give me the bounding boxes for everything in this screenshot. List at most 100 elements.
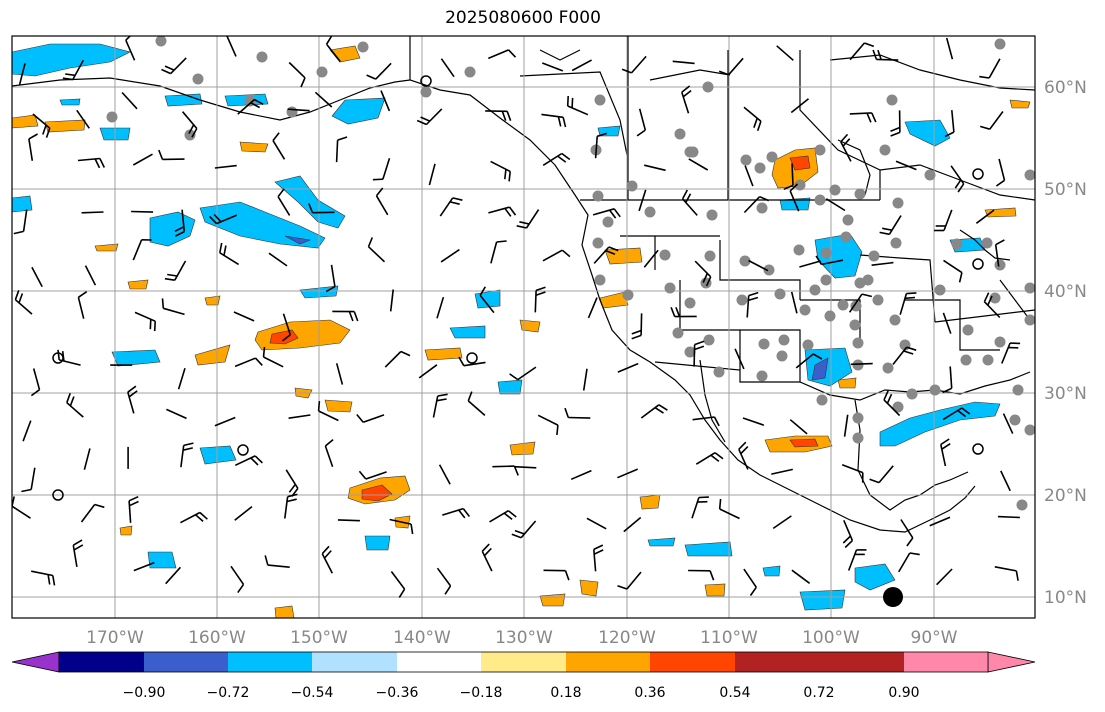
wind-barb-staff [131, 210, 154, 213]
wind-barb-staff [942, 312, 952, 334]
wind-barb-staff [989, 111, 1004, 130]
wind-barb-staff [83, 448, 91, 470]
wind-barb-flag [621, 68, 632, 74]
wind-barb-staff [489, 510, 509, 523]
wind-barb-flag [183, 442, 194, 447]
wind-barb-staff [226, 36, 237, 57]
wind-barb-flag [593, 544, 604, 551]
wind-barb-flag [462, 508, 471, 517]
wind-barb-flag [511, 533, 522, 539]
wind-barb-staff [791, 569, 811, 584]
wind-barb-flag [1015, 570, 1019, 581]
wind-barbs [12, 36, 1021, 599]
wind-barb-flag [410, 523, 414, 535]
wind-barb-staff [181, 111, 198, 130]
wind-barb-staff [640, 313, 643, 336]
wind-barb-staff [30, 467, 36, 490]
wind-barb-flag [353, 311, 359, 322]
wind-barb-flag [282, 334, 291, 342]
wind-barb-staff [76, 109, 90, 129]
wind-barb-staff [929, 516, 951, 527]
wind-barb-staff [748, 259, 769, 272]
station-dot [854, 188, 866, 200]
wind-barb-staff [692, 416, 715, 421]
colorbar-segment [650, 652, 735, 672]
station-dot [464, 66, 476, 78]
station-dot [687, 146, 699, 158]
wind-barb-flag [557, 116, 562, 127]
wind-barb-staff [134, 311, 156, 322]
station-dot [420, 86, 432, 98]
station-dot [886, 94, 898, 106]
station-dot [882, 362, 894, 374]
wind-barb-staff [219, 252, 240, 266]
wind-barb-flag [608, 209, 617, 219]
station-dot [316, 66, 328, 78]
station-dot [906, 388, 918, 400]
station-dot [592, 237, 604, 249]
wind-barb-staff [467, 400, 486, 417]
wind-barb-flag [127, 385, 137, 393]
wind-barb-staff [727, 57, 744, 76]
wind-barb-staff [428, 163, 436, 186]
wind-barb-staff [849, 112, 872, 115]
colorbar: −0.90 −0.72 −0.54 −0.36 −0.18 0.18 0.36 … [11, 651, 1036, 701]
wind-barb-staff [59, 359, 81, 366]
wind-barb-flag [483, 547, 492, 557]
station-dot [1012, 384, 1024, 396]
wind-barb-flag [504, 207, 512, 217]
wind-barb-staff [492, 465, 515, 468]
wind-barb-staff [180, 445, 185, 468]
colorbar-extend-low [11, 651, 60, 673]
station-dot [820, 274, 832, 286]
wind-barb-staff [672, 60, 695, 65]
wind-barb-staff [994, 244, 1000, 267]
wind-barb-flag [941, 443, 951, 450]
wind-barb-staff [719, 508, 740, 520]
wind-barb-staff [617, 468, 639, 479]
wind-barb-staff [534, 290, 537, 313]
wind-barb-flag [153, 321, 156, 332]
wind-barb-flag [375, 187, 384, 197]
colorbar-extend-high [987, 651, 1036, 673]
wind-barb-staff [267, 564, 290, 568]
wind-barb-flag [62, 77, 73, 81]
colorbar-tick-label: 0.18 [550, 685, 581, 701]
station-dot [852, 432, 864, 444]
wind-barb-flag [501, 110, 507, 121]
wind-barb-flag [481, 543, 490, 552]
station-dot [890, 237, 902, 249]
wind-barb-flag [906, 292, 917, 295]
wind-barb-staff [214, 416, 236, 427]
wind-barb-staff [272, 140, 286, 160]
wind-barb-staff [542, 249, 563, 262]
wind-barb-staff [843, 414, 849, 437]
wind-barb-staff [936, 568, 953, 586]
wind-barb-staff [888, 215, 902, 235]
wind-barb-flag [872, 49, 878, 60]
wind-barb-flag [398, 588, 406, 599]
wind-barb-flag [30, 389, 40, 397]
wind-barb-flag [300, 77, 306, 88]
wind-barb-flag [675, 307, 681, 317]
wind-barb-staff [18, 63, 26, 85]
station-dot [889, 314, 901, 326]
wind-barb-staff [892, 346, 908, 365]
lat-label: 20°N [1044, 486, 1087, 506]
wind-barb-flag [904, 296, 916, 300]
wind-barb-staff [514, 465, 537, 469]
wind-barb-flag [961, 407, 971, 415]
calm-circle [237, 444, 249, 456]
wind-barb-flag [254, 357, 263, 366]
wind-barb-staff [975, 209, 995, 224]
wind-barb-flag [842, 138, 851, 147]
wind-barb-flag [882, 227, 893, 231]
wind-barb-staff [790, 291, 798, 314]
wind-barb-staff [694, 260, 712, 278]
station-dot [106, 111, 118, 123]
wind-barb-flag [562, 117, 567, 128]
station-dot [664, 282, 676, 294]
longitude-labels: 170°W 160°W 150°W 140°W 130°W 120°W 110°… [86, 628, 958, 648]
wind-barb-flag [161, 298, 165, 309]
wind-barb-staff [743, 568, 757, 588]
